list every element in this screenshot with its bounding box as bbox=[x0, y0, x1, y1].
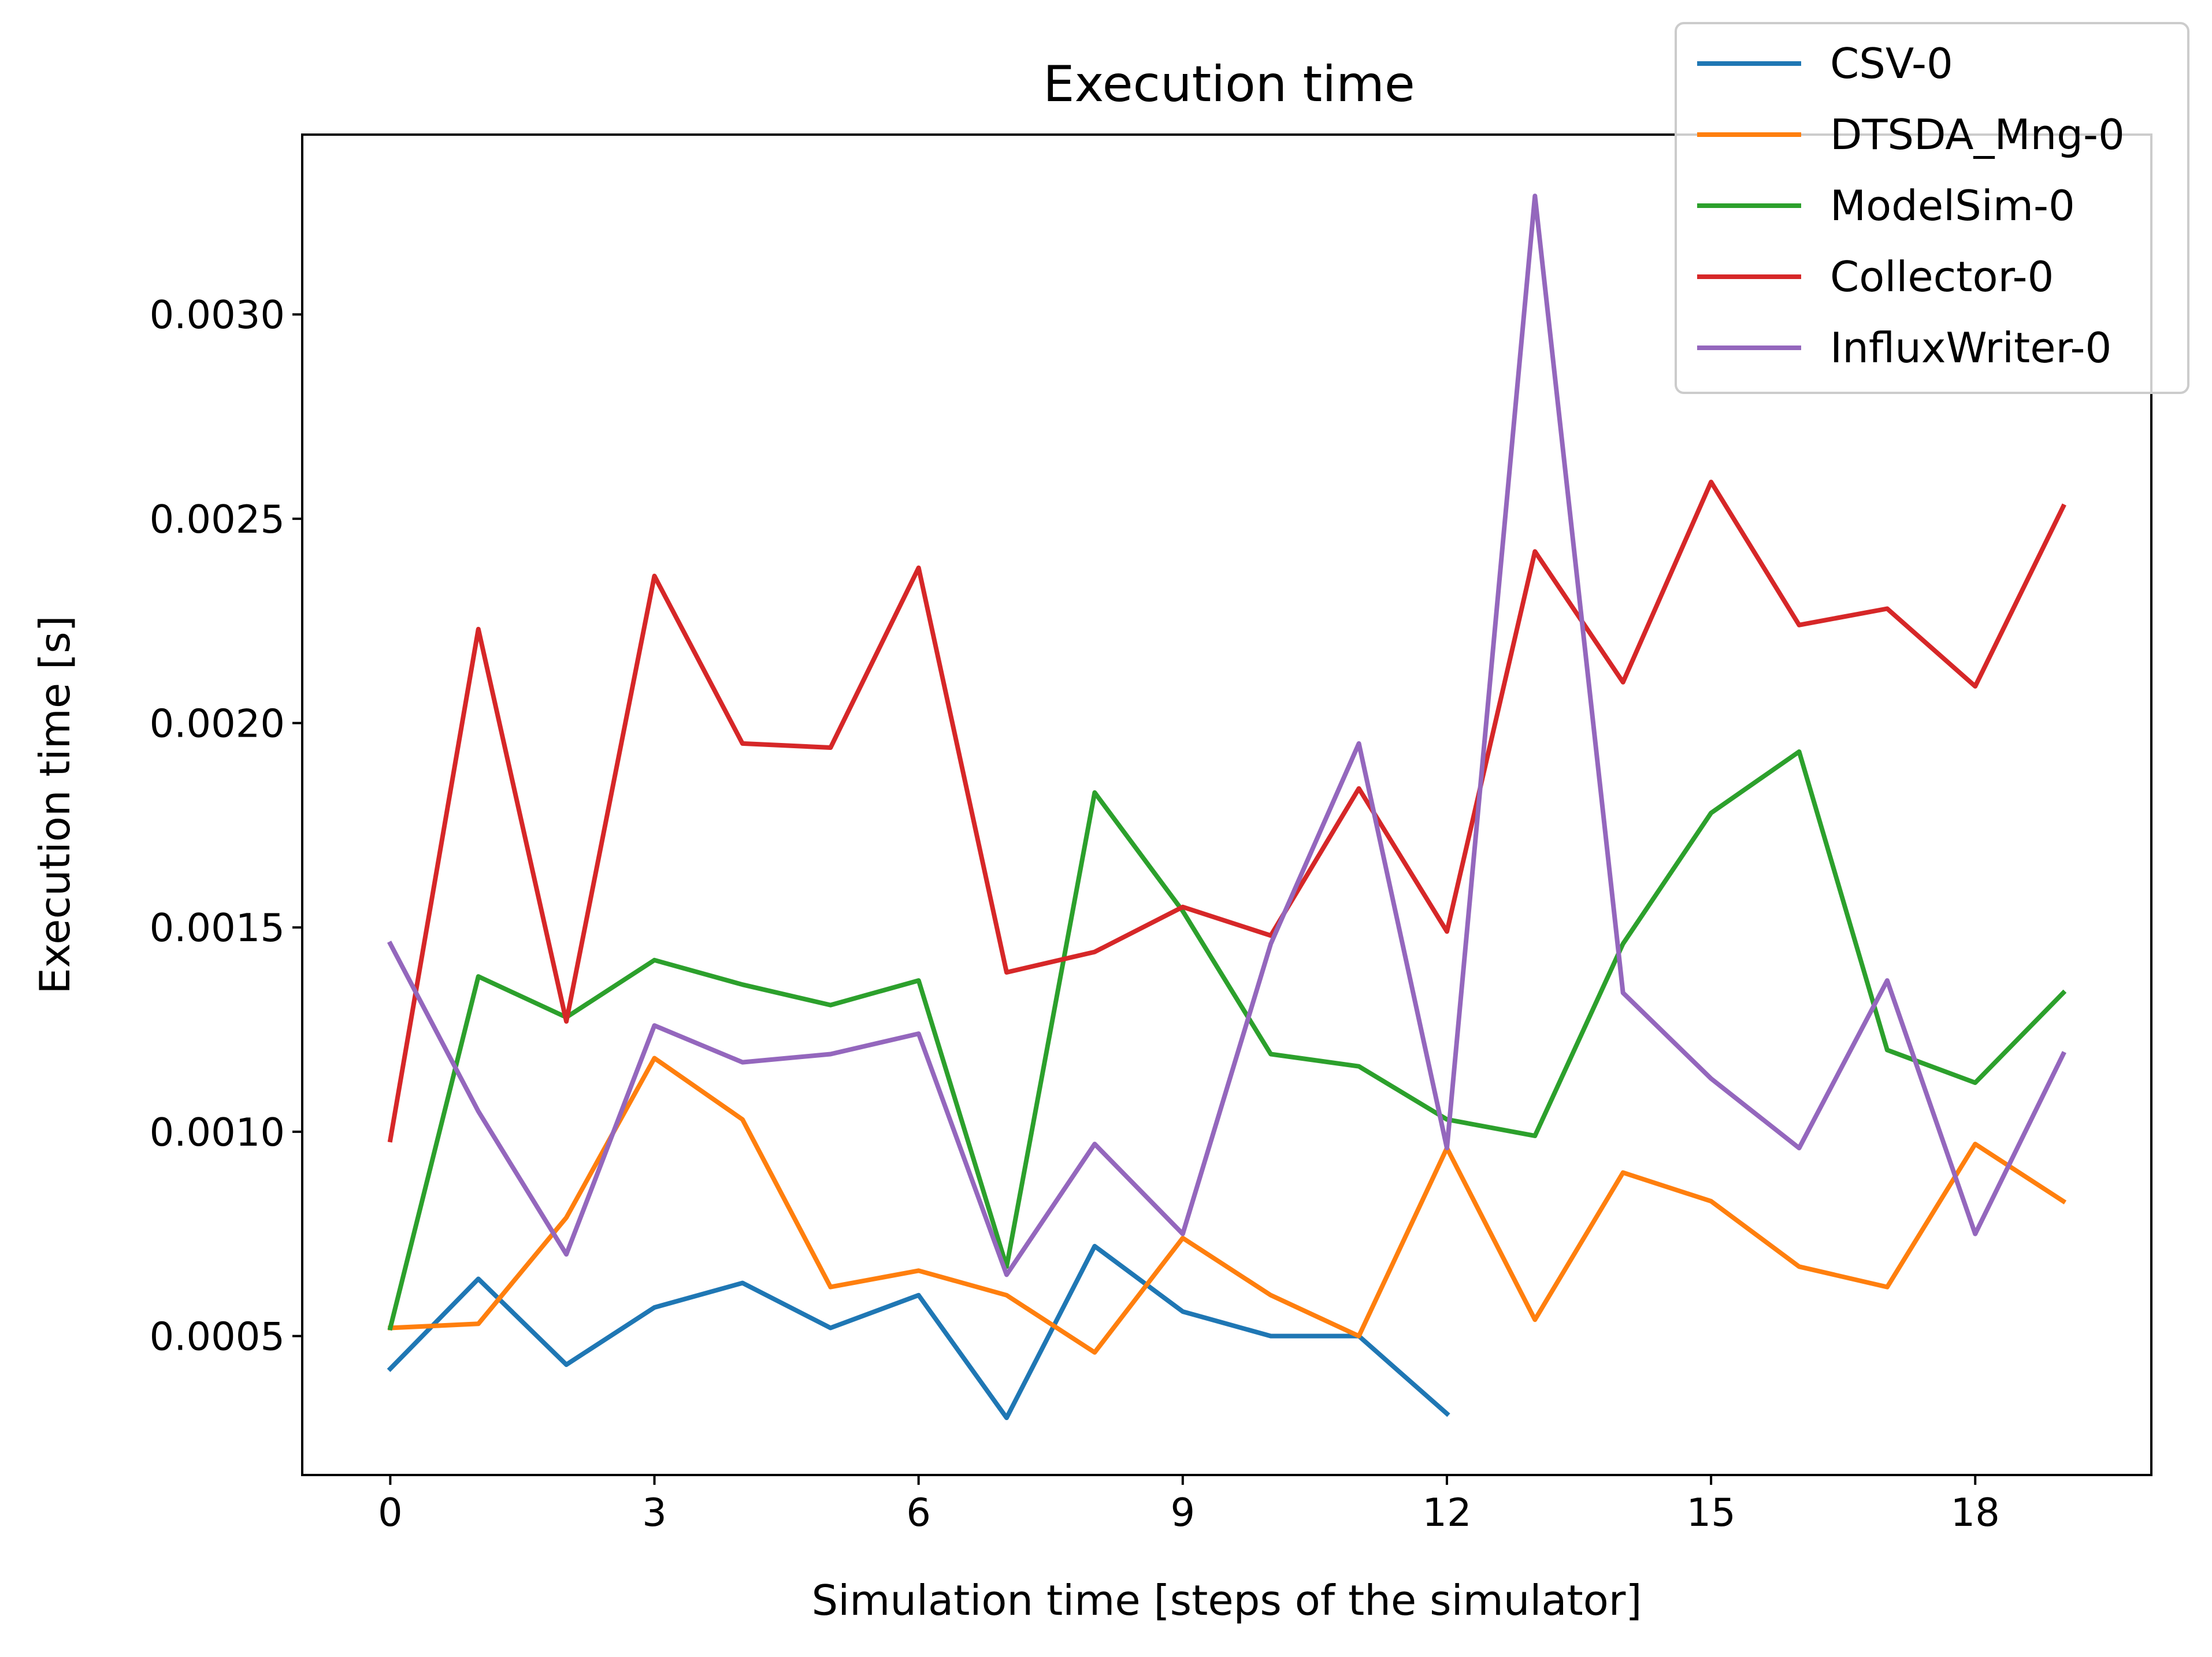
series-line-collector-0 bbox=[387, 480, 2066, 1143]
x-axis-label: Simulation time [steps of the simulator] bbox=[812, 1576, 1642, 1625]
x-tick-label: 3 bbox=[642, 1490, 667, 1535]
series-layer bbox=[387, 194, 2067, 1420]
x-tick-label: 18 bbox=[1951, 1490, 2000, 1535]
y-axis-label: Execution time [s] bbox=[31, 615, 79, 994]
series-line-influxwriter-0 bbox=[387, 194, 2066, 1277]
x-tick-label: 0 bbox=[378, 1490, 403, 1535]
legend-label: CSV-0 bbox=[1830, 39, 1953, 88]
series-line-dtsda-mng-0 bbox=[388, 1056, 2067, 1355]
y-tick-label: 0.0030 bbox=[150, 292, 285, 337]
x-tick-label: 6 bbox=[906, 1490, 931, 1535]
legend-label: DTSDA_Mng-0 bbox=[1830, 110, 2125, 159]
series-line-csv-0 bbox=[387, 1243, 1450, 1420]
legend-label: ModelSim-0 bbox=[1830, 181, 2075, 230]
y-tick-label: 0.0025 bbox=[150, 497, 285, 542]
legend-label: Collector-0 bbox=[1830, 252, 2054, 301]
chart-title: Execution time bbox=[1043, 55, 1415, 113]
legend-items: CSV-0 DTSDA_Mng-0 ModelSim-0 Collector-0 Inf… bbox=[1697, 39, 2125, 372]
x-tick-label: 15 bbox=[1686, 1490, 1735, 1535]
x-tick-label: 12 bbox=[1422, 1490, 1471, 1535]
y-tick-label: 0.0010 bbox=[150, 1110, 285, 1155]
series-line-modelsim-0 bbox=[387, 749, 2067, 1331]
y-tick-label: 0.0015 bbox=[150, 905, 285, 950]
x-axis-ticks: 0 3 6 9 12 15 18 bbox=[378, 1475, 2000, 1535]
plot-area-frame bbox=[301, 133, 2152, 1476]
legend-label: InfluxWriter-0 bbox=[1830, 324, 2111, 372]
y-tick-label: 0.0020 bbox=[150, 701, 285, 746]
y-axis-ticks: 0.0005 0.0010 0.0015 0.0020 0.0025 0.0030 bbox=[150, 292, 302, 1359]
legend: CSV-0 DTSDA_Mng-0 ModelSim-0 Collector-0 Inf… bbox=[1675, 22, 2189, 394]
x-tick-label: 9 bbox=[1170, 1490, 1195, 1535]
y-tick-label: 0.0005 bbox=[150, 1314, 285, 1359]
legend-box bbox=[1675, 22, 2189, 394]
